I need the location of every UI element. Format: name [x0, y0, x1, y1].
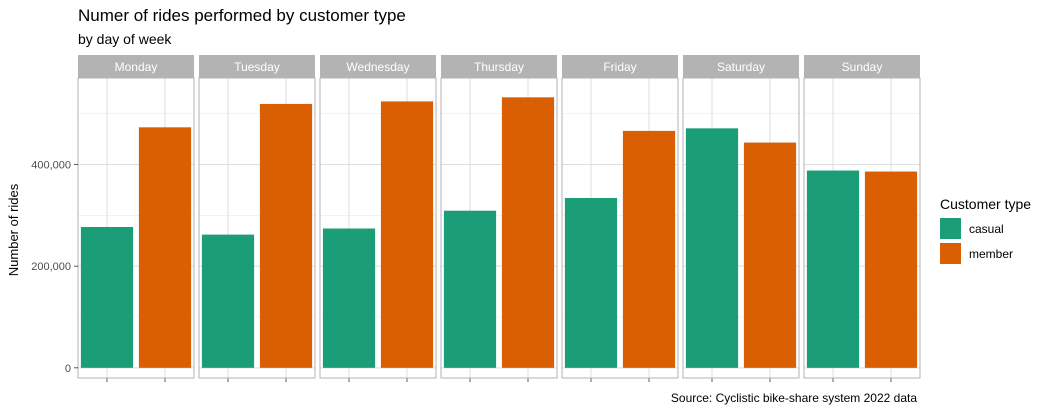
- facet-border: [198, 77, 316, 379]
- facet-strip-label: Friday: [603, 60, 636, 74]
- facet-strip: [199, 55, 315, 78]
- y-tick-label: 200,000: [31, 261, 71, 273]
- facet-panel-friday: Friday: [561, 55, 679, 382]
- facet-strip-label: Thursday: [474, 60, 524, 74]
- legend-key-member: [940, 243, 961, 264]
- facets-layer: Monday Tuesday Wednesday Thursday Friday Satu…: [77, 55, 921, 382]
- facet-strip-label: Monday: [115, 60, 158, 74]
- facet-strip: [441, 55, 557, 78]
- legend-label-member: member: [969, 247, 1013, 261]
- bar-member-saturday: [743, 142, 797, 368]
- legend-label-casual: casual: [969, 222, 1004, 236]
- facet-strip: [683, 55, 799, 78]
- bar-casual-tuesday: [201, 234, 255, 368]
- facet-panel-sunday: Sunday: [803, 55, 921, 382]
- bar-member-thursday: [501, 97, 555, 368]
- facet-border: [561, 77, 679, 379]
- y-tick-label: 0: [65, 363, 71, 375]
- bar-casual-wednesday: [322, 228, 376, 368]
- bar-casual-saturday: [685, 128, 739, 368]
- y-axis: 0 200,000 400,000: [31, 159, 78, 375]
- facet-panel-wednesday: Wednesday: [319, 55, 437, 382]
- facet-panel-saturday: Saturday: [682, 55, 800, 382]
- legend: Customer type casual member: [940, 196, 1031, 264]
- bar-casual-thursday: [443, 210, 497, 368]
- facet-border: [682, 77, 800, 379]
- chart-caption: Source: Cyclistic bike-share system 2022…: [671, 391, 917, 405]
- bar-member-wednesday: [380, 101, 434, 368]
- facet-border: [77, 77, 195, 379]
- facet-panel-tuesday: Tuesday: [198, 55, 316, 382]
- y-axis-title: Number of rides: [6, 183, 21, 276]
- bar-member-sunday: [864, 171, 918, 368]
- y-tick-label: 400,000: [31, 159, 71, 171]
- facet-border: [440, 77, 558, 379]
- bar-member-tuesday: [259, 103, 313, 368]
- facet-panel-monday: Monday: [77, 55, 195, 382]
- facet-strip-label: Wednesday: [346, 60, 409, 74]
- facet-strip: [320, 55, 436, 78]
- facet-strip-label: Sunday: [842, 60, 883, 74]
- bar-member-monday: [138, 127, 192, 368]
- facet-strip: [804, 55, 920, 78]
- chart-subtitle: by day of week: [78, 31, 172, 47]
- bar-member-friday: [622, 130, 676, 368]
- facet-strip: [562, 55, 678, 78]
- facet-strip-label: Saturday: [717, 60, 765, 74]
- facet-border: [803, 77, 921, 379]
- facet-strip-label: Tuesday: [234, 60, 280, 74]
- facet-strip: [78, 55, 194, 78]
- facet-border: [319, 77, 437, 379]
- legend-key-casual: [940, 218, 961, 239]
- bar-casual-friday: [564, 198, 618, 368]
- facet-panel-thursday: Thursday: [440, 55, 558, 382]
- chart-title: Numer of rides performed by customer typ…: [78, 6, 406, 25]
- legend-title: Customer type: [940, 196, 1031, 212]
- bar-casual-monday: [80, 226, 134, 368]
- bar-casual-sunday: [806, 170, 860, 368]
